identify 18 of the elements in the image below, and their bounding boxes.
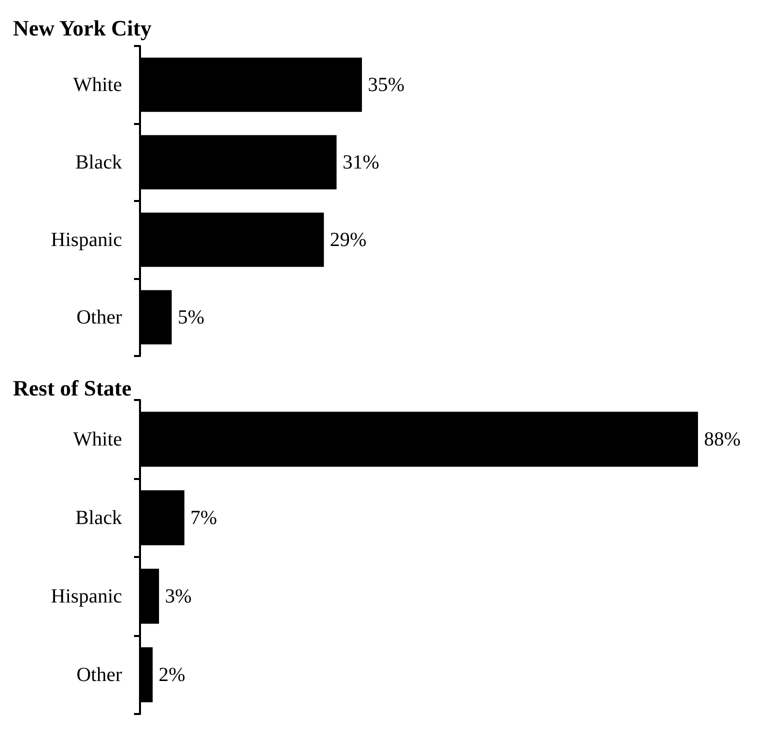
- data-label: 7%: [190, 506, 218, 529]
- y-tick-label: Other: [76, 664, 122, 686]
- y-tick-label: White: [73, 74, 122, 96]
- data-label: 35%: [368, 74, 405, 96]
- y-tick-label: Black: [75, 506, 122, 529]
- data-label: 2%: [158, 664, 186, 686]
- y-tick-label: Hispanic: [50, 228, 122, 251]
- chart-title: New York City: [13, 16, 152, 40]
- y-tick-label: Hispanic: [50, 585, 122, 608]
- y-tick-label: Black: [75, 151, 122, 174]
- y-tick-label: Other: [76, 306, 122, 328]
- y-tick-label: White: [73, 428, 122, 450]
- data-label: 5%: [178, 306, 204, 328]
- data-label: 29%: [330, 228, 367, 251]
- chart-title: Rest of State: [13, 376, 132, 400]
- data-label: 3%: [165, 585, 192, 608]
- data-label: 88%: [704, 428, 741, 450]
- data-label: 31%: [342, 151, 380, 174]
